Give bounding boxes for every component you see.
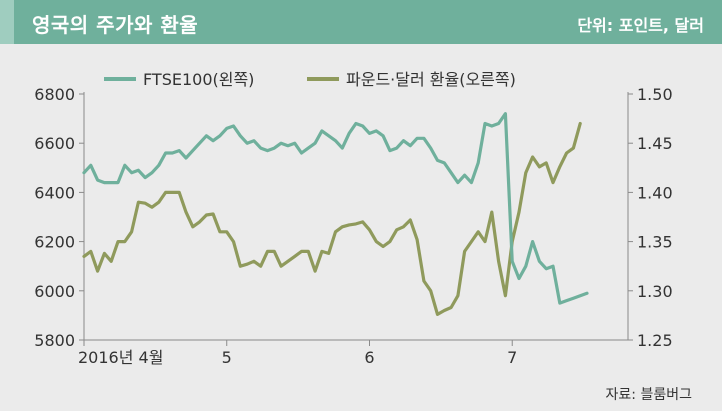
- right-tick-label: 1.25: [637, 331, 673, 350]
- title-bar: 영국의 주가와 환율 단위: 포인트, 달러: [0, 0, 722, 44]
- right-tick-label: 1.35: [637, 233, 673, 252]
- chart-title: 영국의 주가와 환율: [32, 13, 199, 37]
- left-tick-label: 6400: [34, 183, 75, 202]
- x-tick-label: 6: [364, 348, 374, 367]
- legend-gbp-usd-label: 파운드·달러 환율(오른쪽): [346, 70, 516, 89]
- left-tick-label: 6600: [34, 134, 75, 153]
- source-note: 자료: 블룸버그: [605, 387, 692, 403]
- ftse100-line: [82, 112, 589, 305]
- x-tick-label: 2016년 4월: [78, 348, 163, 367]
- x-tick-label: 7: [507, 348, 517, 367]
- right-tick-label: 1.45: [637, 134, 673, 153]
- left-tick-label: 5800: [34, 331, 75, 350]
- left-tick-label: 6200: [34, 233, 75, 252]
- title-accent: [0, 0, 14, 44]
- legend-ftse100-label: FTSE100(왼쪽): [143, 70, 254, 89]
- x-tick-label: 5: [222, 348, 232, 367]
- left-tick-label: 6000: [34, 282, 75, 301]
- right-tick-label: 1.40: [637, 183, 673, 202]
- right-tick-label: 1.50: [637, 85, 673, 104]
- gbp-usd-line: [82, 121, 582, 316]
- right-tick-label: 1.30: [637, 282, 673, 301]
- left-tick-label: 6800: [34, 85, 75, 104]
- unit-label: 단위: 포인트, 달러: [577, 16, 704, 35]
